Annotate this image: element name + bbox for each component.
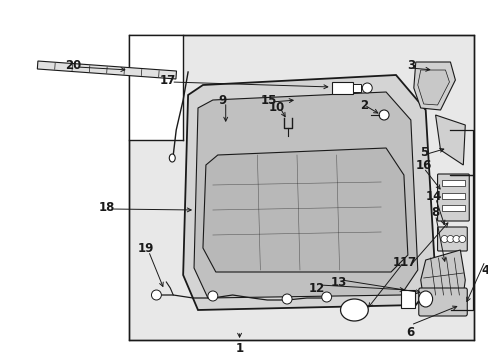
Bar xyxy=(441,205,465,211)
Circle shape xyxy=(440,235,447,243)
Text: 20: 20 xyxy=(65,59,81,72)
FancyBboxPatch shape xyxy=(37,61,176,79)
Polygon shape xyxy=(413,62,454,110)
Text: 17: 17 xyxy=(160,73,176,86)
Text: 3: 3 xyxy=(406,59,414,72)
Ellipse shape xyxy=(418,291,432,307)
FancyBboxPatch shape xyxy=(418,288,467,316)
Text: 16: 16 xyxy=(415,158,431,171)
Circle shape xyxy=(458,235,465,243)
Circle shape xyxy=(321,292,331,302)
FancyBboxPatch shape xyxy=(437,227,467,251)
Bar xyxy=(441,193,465,199)
Circle shape xyxy=(207,291,217,301)
Text: 15: 15 xyxy=(261,94,277,107)
Text: 12: 12 xyxy=(308,282,324,294)
Bar xyxy=(400,290,414,308)
Text: 7: 7 xyxy=(406,256,414,269)
Bar xyxy=(128,35,183,140)
Circle shape xyxy=(446,235,453,243)
Circle shape xyxy=(378,110,388,120)
Circle shape xyxy=(282,294,291,304)
Polygon shape xyxy=(417,70,448,105)
Text: 10: 10 xyxy=(268,100,285,113)
Bar xyxy=(128,35,473,340)
Polygon shape xyxy=(183,75,435,310)
Text: 11: 11 xyxy=(392,256,408,269)
Text: 19: 19 xyxy=(137,242,153,255)
Circle shape xyxy=(362,83,371,93)
Text: 4: 4 xyxy=(480,264,488,276)
FancyBboxPatch shape xyxy=(437,174,468,221)
Polygon shape xyxy=(194,92,417,298)
Ellipse shape xyxy=(340,299,367,321)
Circle shape xyxy=(452,235,459,243)
Bar xyxy=(441,180,465,186)
Ellipse shape xyxy=(169,154,175,162)
Polygon shape xyxy=(203,148,407,272)
Polygon shape xyxy=(420,250,465,300)
Polygon shape xyxy=(435,115,465,165)
Text: 5: 5 xyxy=(419,145,427,158)
Text: 13: 13 xyxy=(330,275,346,288)
Text: 2: 2 xyxy=(360,99,367,112)
Text: 18: 18 xyxy=(99,201,115,213)
Bar xyxy=(331,82,353,94)
Text: 6: 6 xyxy=(406,325,414,338)
Text: 9: 9 xyxy=(218,94,226,107)
Text: 14: 14 xyxy=(425,189,441,202)
Text: 1: 1 xyxy=(235,342,243,355)
Circle shape xyxy=(151,290,161,300)
Bar xyxy=(353,84,361,92)
Text: 8: 8 xyxy=(430,206,439,219)
